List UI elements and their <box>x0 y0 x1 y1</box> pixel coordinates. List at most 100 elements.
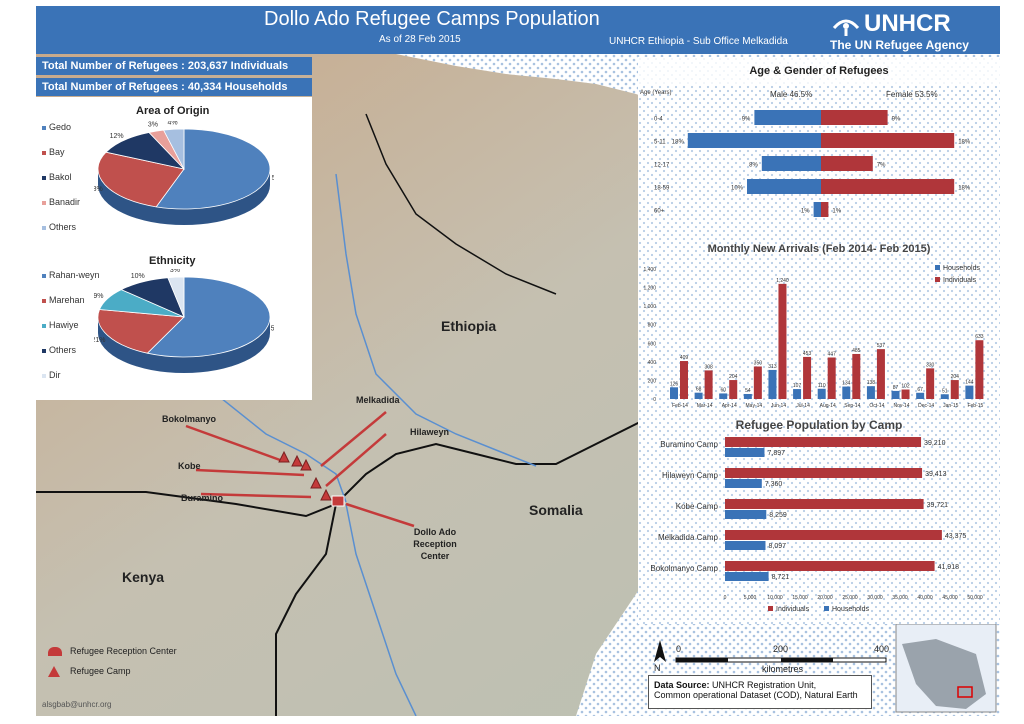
bar-individuals <box>803 356 812 399</box>
bar-camp-individuals <box>725 468 923 478</box>
camp-marker-buramino <box>320 488 332 501</box>
camp-marker-kobe-2 <box>300 458 312 471</box>
legend-camp-label: Refugee Camp <box>70 666 131 676</box>
bar-value-individuals: 447 <box>828 351 837 357</box>
camp-label-hilaweyn: Hilaweyn <box>410 427 450 437</box>
legend-label: Bakol <box>49 172 72 182</box>
bar-camp-households <box>725 572 769 581</box>
x-tick-label: 0 <box>724 595 727 601</box>
y-tick-label: 600 <box>648 341 657 347</box>
border-north <box>365 113 557 295</box>
y-tick-label: 1,400 <box>643 267 656 273</box>
bar-value-households: 8,097 <box>768 543 786 550</box>
bar-households <box>866 386 875 399</box>
north-label: N <box>654 663 661 673</box>
logo-tagline: The UN Refugee Agency <box>830 38 969 52</box>
x-tick-label: Mar-14 <box>697 403 713 409</box>
data-source-box: Data Source: UNHCR Registration Unit, Co… <box>648 675 872 709</box>
bar-camp-households <box>725 541 766 550</box>
legend-label: Hawiye <box>49 320 79 330</box>
monthly-arrivals-chart: Monthly New Arrivals (Feb 2014- Feb 2015… <box>643 243 983 409</box>
bar-individuals <box>680 361 688 399</box>
header-bar: Dollo Ado Refugee Camps Population As of… <box>36 6 1000 54</box>
camp-category-label: Kobe Camp <box>676 502 719 511</box>
camp-label-bokolmanyo: Bokolmanyo <box>162 414 217 424</box>
pie-slice-bay <box>97 151 185 208</box>
bar-label-male: 18% <box>672 140 685 146</box>
x-tick-label: 10,000 <box>767 595 783 601</box>
total-households: Total Number of Refugees : 40,334 Househ… <box>36 78 312 96</box>
bar-value-individuals: 537 <box>877 343 886 349</box>
bar-label-female: 7% <box>877 163 886 169</box>
logo-wordmark: UNHCR <box>864 10 951 37</box>
legend-households: Households <box>832 606 869 613</box>
pie-label: 12% <box>110 133 124 140</box>
bar-households <box>891 390 900 399</box>
bar-value-individuals: 330 <box>926 362 935 368</box>
charts-background <box>638 57 1000 624</box>
legend-reception-label: Refugee Reception Center <box>70 646 177 656</box>
bar-label-male: 8% <box>749 163 758 169</box>
bar-camp-individuals <box>725 437 922 447</box>
river-dawa <box>335 173 537 467</box>
bar-households <box>670 387 678 399</box>
camp-category-label: Hilaweyn Camp <box>662 471 719 480</box>
camp-label-melkadida: Melkadida <box>356 395 400 405</box>
total-individuals: Total Number of Refugees : 203,637 Indiv… <box>36 57 312 75</box>
legend-swatch <box>42 373 46 378</box>
bar-value-individuals: 39,721 <box>927 502 949 509</box>
x-tick-label: Jul-14 <box>796 403 810 409</box>
bar-households <box>842 386 851 399</box>
origin-pie-chart: 58% 28% 12% 3% 4% <box>94 121 274 225</box>
bar-households <box>965 385 974 399</box>
camp-category-label: Buramino Camp <box>660 440 718 449</box>
scale-tick-200: 200 <box>773 644 789 654</box>
bar-households <box>817 388 826 399</box>
bar-value-individuals: 204 <box>729 374 738 380</box>
x-tick-label: Nov-14 <box>893 403 909 409</box>
bar-value-households: 54 <box>745 388 751 394</box>
page-title: Dollo Ado Refugee Camps Population <box>264 8 600 30</box>
bar-male <box>747 179 821 194</box>
bar-households <box>694 392 703 399</box>
source-text: UNHCR Registration Unit, <box>712 680 817 690</box>
camp-category-label: Melkadida Camp <box>658 533 719 542</box>
legend-swatch-individuals <box>935 277 940 282</box>
contact-email[interactable]: alsgbab@unhcr.org <box>42 700 112 709</box>
age-category-label: 60+ <box>654 209 665 215</box>
bar-households <box>940 394 949 399</box>
legend-others: Others <box>42 222 76 232</box>
bar-individuals <box>876 349 885 399</box>
pie-slice-rahan-weyn <box>146 276 271 358</box>
legend-swatch <box>42 273 46 278</box>
legend-label: Others <box>49 222 77 232</box>
legend-swatch-individuals <box>768 606 773 611</box>
border-kenya-somalia <box>275 503 337 716</box>
ethnicity-title: Ethnicity <box>149 255 196 267</box>
camp-label-buramino: Buramino <box>181 493 224 503</box>
bar-value-individuals: 41,918 <box>938 564 960 571</box>
legend-label: Gedo <box>49 122 72 132</box>
pie-label: 21% <box>94 337 105 344</box>
series-label-female: Female 53.5% <box>886 90 938 99</box>
country-label-kenya: Kenya <box>122 569 165 585</box>
pie-label: 3% <box>148 122 158 129</box>
bar-households <box>916 392 925 399</box>
bar-individuals <box>926 368 935 399</box>
age-category-label: 12-17 <box>654 163 670 169</box>
bar-female <box>821 156 873 171</box>
bar-camp-households <box>725 479 762 488</box>
legend-label: Dir <box>49 370 61 380</box>
legend-label: Marehan <box>49 295 85 305</box>
legend-swatch <box>42 298 46 303</box>
bar-households <box>719 393 728 399</box>
bar-label-male: 10% <box>731 186 744 192</box>
camp-marker-hilaweyn <box>310 476 322 489</box>
x-tick-label: 50,000 <box>967 595 983 601</box>
age-category-label: 0-4 <box>654 117 663 123</box>
bar-individuals <box>827 357 836 399</box>
age-gender-chart: Age & Gender of Refugees Age (Years) Male … <box>640 65 971 217</box>
bar-value-households: 7,360 <box>765 481 783 488</box>
bar-label-female: 18% <box>958 140 971 146</box>
legend-label: Rahan-weyn <box>49 270 100 280</box>
